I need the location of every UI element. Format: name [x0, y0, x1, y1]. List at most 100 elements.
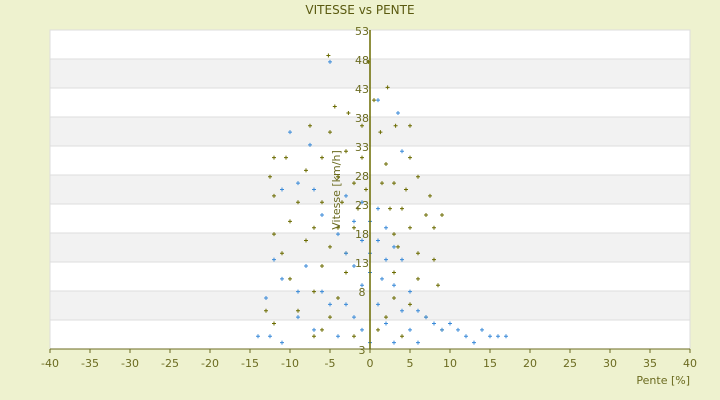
- data-point-olive: [344, 149, 348, 154]
- x-tick-label: 0: [367, 357, 374, 370]
- data-point-olive: [440, 213, 444, 218]
- x-tick-label: -10: [281, 357, 299, 370]
- x-tick-label: 20: [523, 357, 537, 370]
- data-point-olive: [360, 123, 364, 128]
- data-point-olive: [360, 155, 364, 160]
- data-point-olive: [312, 225, 316, 230]
- y-tick-label: 53: [355, 25, 369, 38]
- y-tick-label: 13: [355, 257, 369, 270]
- data-point-blue: [416, 308, 420, 313]
- data-point-blue: [384, 321, 388, 326]
- data-point-olive: [284, 155, 288, 160]
- data-point-blue: [328, 302, 332, 307]
- data-point-olive: [392, 181, 396, 186]
- data-point-olive: [392, 270, 396, 275]
- data-point-olive: [308, 123, 312, 128]
- y-tick-label: 43: [355, 83, 369, 96]
- y-tick-label: 3: [359, 344, 366, 357]
- data-point-blue: [400, 149, 404, 154]
- data-point-olive: [304, 168, 308, 173]
- data-point-olive: [336, 174, 340, 179]
- data-point-olive: [428, 193, 432, 198]
- data-point-blue: [352, 219, 356, 224]
- data-point-olive: [416, 174, 420, 179]
- data-point-blue: [288, 130, 292, 135]
- data-point-olive: [432, 257, 436, 262]
- data-point-olive: [272, 232, 276, 237]
- data-point-blue: [328, 59, 332, 64]
- data-point-olive: [392, 295, 396, 300]
- data-point-blue: [360, 283, 364, 288]
- data-point-olive: [408, 225, 412, 230]
- data-point-olive: [272, 193, 276, 198]
- data-point-olive: [376, 327, 380, 332]
- data-point-blue: [408, 327, 412, 332]
- data-point-olive: [352, 225, 356, 230]
- data-point-olive: [312, 289, 316, 294]
- x-tick-label: -5: [325, 357, 336, 370]
- y-tick-label: 23: [355, 199, 369, 212]
- data-point-blue: [336, 232, 340, 237]
- data-point-blue: [296, 315, 300, 320]
- data-point-olive: [400, 334, 404, 339]
- data-point-blue: [488, 334, 492, 339]
- data-point-blue: [320, 289, 324, 294]
- y-tick-label: 48: [355, 54, 369, 67]
- data-point-olive: [326, 53, 331, 58]
- data-point-blue: [312, 187, 316, 192]
- data-point-olive: [424, 213, 428, 218]
- x-tick-label: -35: [81, 357, 99, 370]
- data-point-olive: [340, 200, 344, 205]
- data-point-olive: [385, 85, 390, 90]
- data-point-blue: [384, 257, 388, 262]
- data-point-olive: [392, 232, 396, 237]
- data-point-blue: [312, 327, 316, 332]
- data-point-olive: [320, 264, 324, 269]
- data-point-olive: [378, 130, 383, 135]
- data-point-olive: [328, 244, 332, 249]
- data-point-blue: [280, 340, 284, 345]
- data-point-blue: [472, 340, 476, 345]
- x-tick-label: -25: [161, 357, 179, 370]
- data-point-blue: [396, 110, 400, 115]
- data-point-blue: [336, 334, 340, 339]
- data-point-blue: [268, 334, 272, 339]
- data-point-olive: [384, 315, 388, 320]
- y-tick-label: 28: [355, 170, 369, 183]
- data-point-blue: [320, 213, 324, 218]
- data-point-olive: [408, 123, 412, 128]
- data-point-blue: [448, 321, 452, 326]
- data-point-olive: [400, 206, 404, 211]
- data-point-olive: [320, 155, 324, 160]
- data-point-olive: [384, 161, 388, 166]
- data-point-blue: [304, 264, 308, 269]
- y-tick-label: 33: [355, 141, 369, 154]
- data-point-blue: [360, 200, 364, 205]
- data-point-blue: [352, 264, 356, 269]
- data-point-blue: [384, 225, 388, 230]
- data-point-olive: [320, 327, 324, 332]
- data-point-olive: [332, 104, 337, 109]
- data-point-blue: [376, 206, 380, 211]
- data-point-olive: [380, 181, 384, 186]
- x-tick-label: -30: [121, 357, 139, 370]
- data-point-blue: [280, 187, 284, 192]
- data-point-olive: [356, 206, 360, 211]
- data-point-blue: [392, 283, 396, 288]
- data-point-blue: [440, 327, 444, 332]
- data-point-olive: [336, 295, 340, 300]
- data-point-blue: [400, 308, 404, 313]
- y-tick-label: 8: [359, 286, 366, 299]
- data-point-olive: [364, 187, 368, 192]
- x-tick-label: 40: [683, 357, 697, 370]
- data-point-blue: [264, 295, 268, 300]
- data-point-olive: [346, 110, 351, 115]
- data-point-olive: [296, 308, 300, 313]
- data-point-blue: [344, 302, 348, 307]
- data-point-blue: [464, 334, 468, 339]
- data-point-olive: [372, 98, 376, 103]
- data-point-olive: [296, 200, 300, 205]
- data-point-blue: [344, 193, 348, 198]
- data-point-blue: [352, 315, 356, 320]
- data-point-olive: [344, 270, 348, 275]
